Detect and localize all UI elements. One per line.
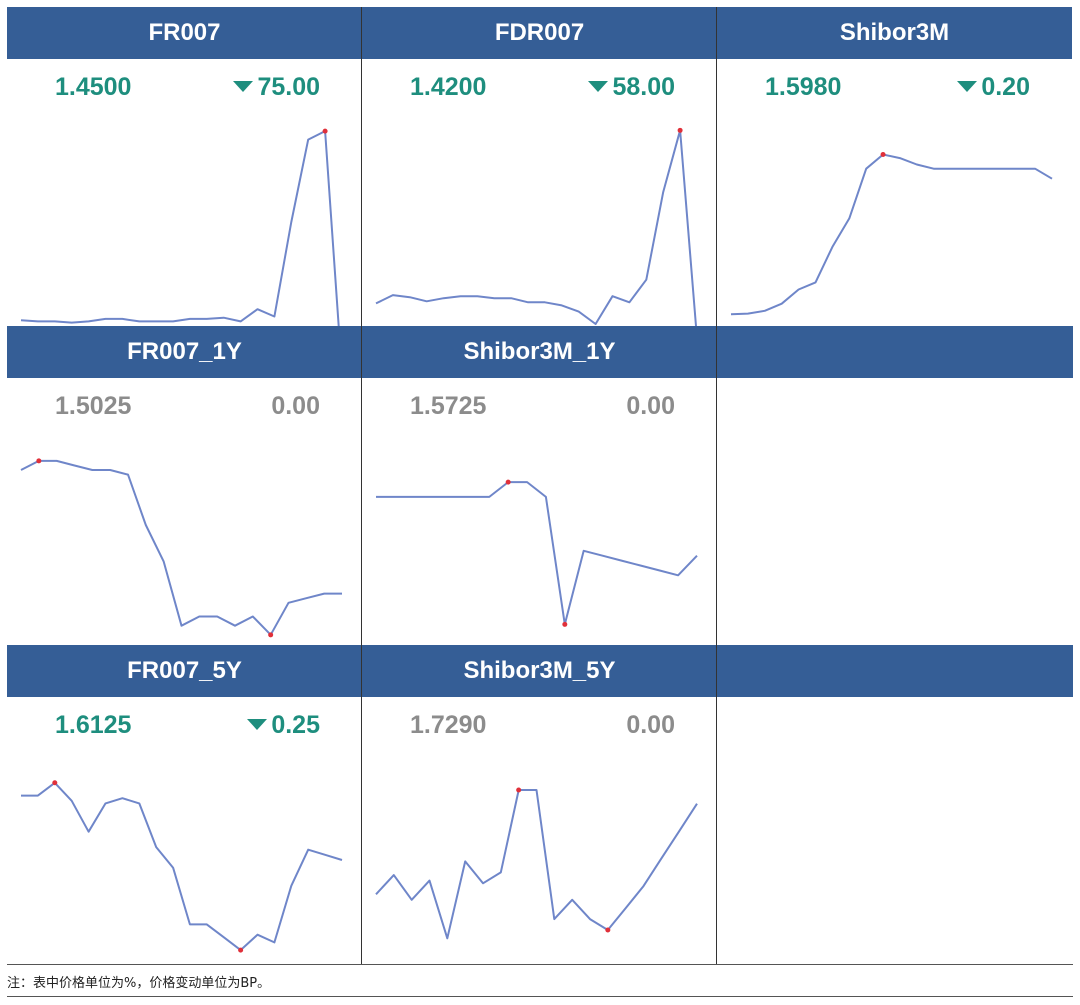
series-line: [730, 153, 1053, 316]
bottom-rule: [7, 964, 1073, 965]
panel-fr007-1y: FR007_1Y 1.5025 0.00: [7, 326, 362, 646]
rate-change: 58.00: [588, 73, 675, 102]
panel-title: Shibor3M_5Y: [362, 645, 717, 697]
column-divider: [361, 7, 362, 964]
panel-shibor3m-1y: Shibor3M_1Y 1.5725 0.00: [362, 326, 717, 646]
down-triangle-icon: [247, 718, 268, 730]
change-value: 75.00: [257, 73, 320, 101]
change-value: 0.20: [981, 73, 1030, 101]
panel-title: FR007: [7, 7, 362, 59]
panel-title: FR007_1Y: [7, 326, 362, 378]
panel-fr007: FR007 1.4500 75.00: [7, 7, 362, 327]
min-point-marker: [238, 947, 244, 953]
rate-value: 1.4200: [410, 73, 487, 101]
panel-title: Shibor3M_1Y: [362, 326, 717, 378]
min-point-marker: [268, 632, 274, 638]
sparkline-chart: [20, 458, 342, 638]
max-point-marker: [880, 152, 886, 158]
min-point-marker: [605, 927, 611, 933]
panel-title: FDR007: [362, 7, 717, 59]
rate-value: 1.7290: [410, 711, 487, 739]
change-value: 0.00: [271, 392, 320, 420]
series-line: [375, 129, 698, 327]
footnote: 注：表中价格单位为%，价格变动单位为BP。: [7, 976, 271, 991]
max-point-marker: [505, 479, 511, 485]
min-point-marker: [562, 621, 568, 627]
series-line: [21, 781, 343, 952]
rate-change: 0.00: [626, 392, 675, 421]
rate-change: 0.20: [957, 73, 1030, 102]
footer-rule: [7, 996, 1073, 997]
sparkline-chart: [375, 787, 698, 940]
empty-panel-header: [717, 326, 1073, 378]
max-point-marker: [52, 780, 58, 786]
rate-value: 1.5025: [55, 392, 132, 420]
max-point-marker: [516, 787, 522, 793]
series-line: [375, 789, 698, 940]
down-triangle-icon: [957, 80, 978, 92]
change-value: 0.00: [626, 711, 675, 739]
rate-value: 1.5980: [765, 73, 842, 101]
sparkline-chart: [376, 479, 698, 627]
panel-fr007-5y: FR007_5Y 1.6125 0.25: [7, 645, 362, 965]
max-point-marker: [322, 128, 328, 134]
panel-title: Shibor3M: [717, 7, 1072, 59]
rate-value: 1.4500: [55, 73, 132, 101]
change-value: 0.00: [626, 392, 675, 420]
panel-title: FR007_5Y: [7, 645, 362, 697]
sparkline-chart: [20, 128, 340, 327]
panel-fdr007: FDR007 1.4200 58.00: [362, 7, 717, 327]
sparkline-chart: [730, 152, 1053, 316]
series-line: [20, 459, 342, 636]
sparkline-chart: [375, 127, 698, 327]
down-triangle-icon: [588, 80, 609, 92]
max-point-marker: [677, 127, 683, 133]
empty-panel-header: [717, 645, 1073, 697]
rate-change: 0.25: [247, 711, 320, 740]
sparkline-chart: [21, 780, 343, 953]
rate-value: 1.6125: [55, 711, 132, 739]
rate-change: 0.00: [271, 392, 320, 421]
rate-change: 0.00: [626, 711, 675, 740]
max-point-marker: [36, 458, 42, 464]
series-line: [376, 481, 698, 626]
column-divider: [716, 7, 717, 964]
change-value: 58.00: [612, 73, 675, 101]
panel-shibor3m-5y: Shibor3M_5Y 1.7290 0.00: [362, 645, 717, 965]
rate-value: 1.5725: [410, 392, 487, 420]
down-triangle-icon: [233, 80, 254, 92]
series-line: [20, 130, 340, 327]
panel-shibor3m: Shibor3M 1.5980 0.20: [717, 7, 1072, 327]
rate-change: 75.00: [233, 73, 320, 102]
change-value: 0.25: [271, 711, 320, 739]
